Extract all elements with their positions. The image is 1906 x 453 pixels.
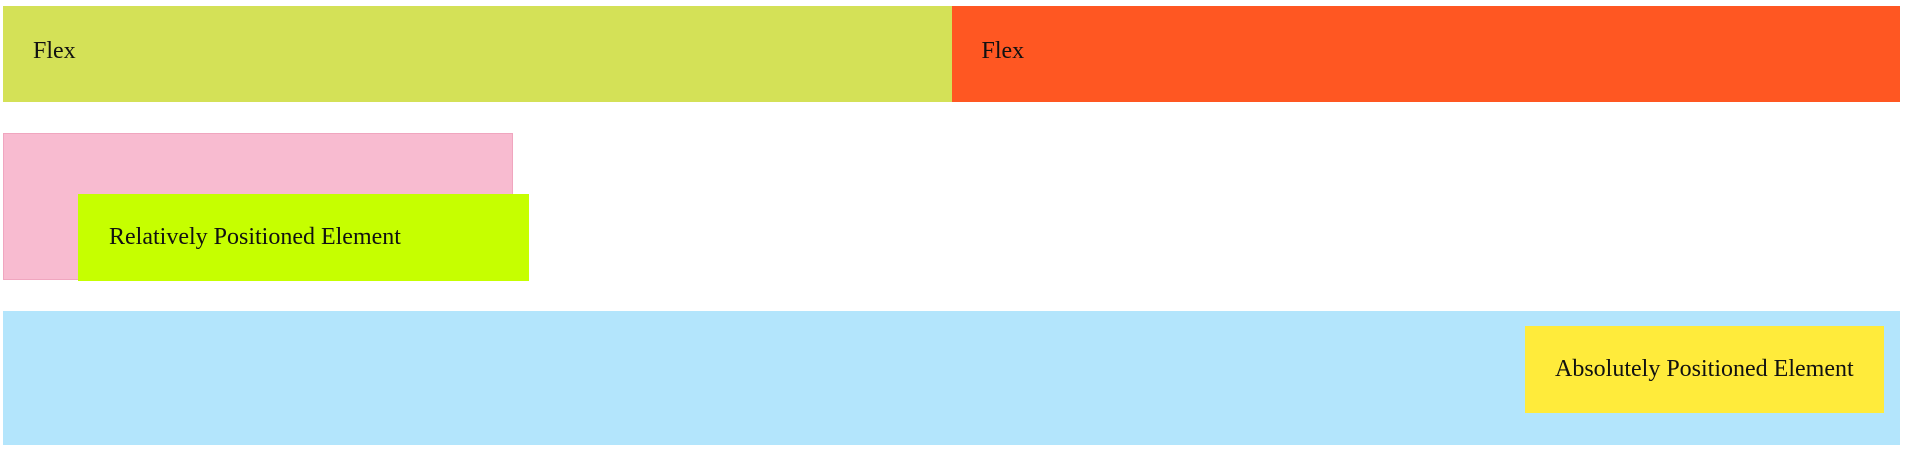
absolute-container: Absolutely Positioned Element xyxy=(3,311,1900,445)
flex-container: Flex Flex xyxy=(3,6,1900,102)
absolutely-positioned-element: Absolutely Positioned Element xyxy=(1525,326,1884,413)
relative-container: Relatively Positioned Element xyxy=(3,133,529,281)
flex-item-1: Flex xyxy=(3,6,952,102)
relatively-positioned-element: Relatively Positioned Element xyxy=(78,194,529,281)
flex-item-2: Flex xyxy=(951,6,1900,102)
